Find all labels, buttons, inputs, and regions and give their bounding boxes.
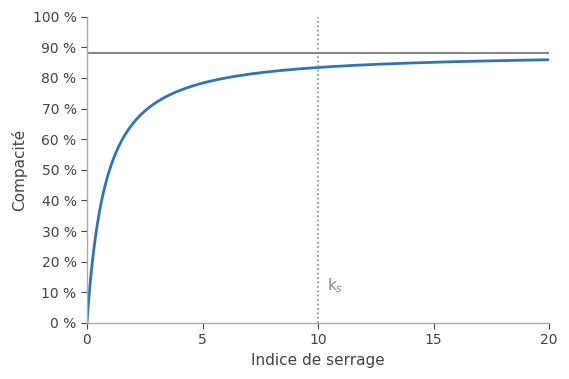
- Text: k$_s$: k$_s$: [327, 277, 344, 295]
- X-axis label: Indice de serrage: Indice de serrage: [251, 353, 385, 368]
- Y-axis label: Compacité: Compacité: [11, 128, 27, 211]
